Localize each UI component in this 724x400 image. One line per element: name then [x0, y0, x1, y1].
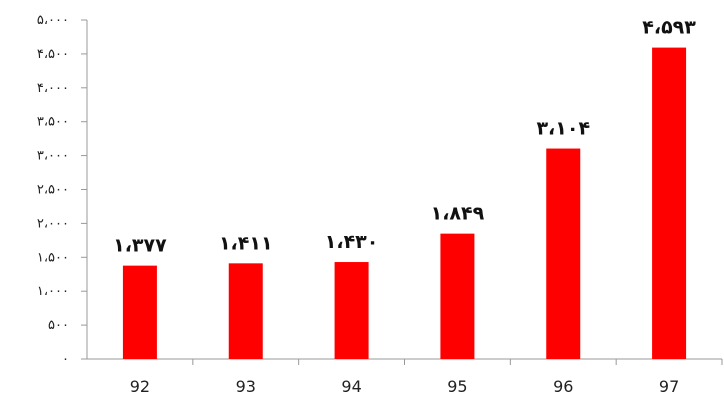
y-tick-label: ۳،۵۰۰ — [37, 115, 69, 130]
chart-bars — [122, 47, 687, 359]
y-tick-label: ۳،۰۰۰ — [37, 149, 69, 164]
bar — [228, 263, 263, 359]
y-tick-label: ۲،۵۰۰ — [37, 183, 69, 198]
y-tick-label: ۵،۰۰۰ — [37, 13, 69, 28]
x-tick-label: 95 — [447, 377, 467, 396]
y-tick-label: ۴،۰۰۰ — [37, 81, 69, 96]
y-tick-label: ۴،۵۰۰ — [37, 47, 69, 62]
bar-value-label: ۴،۵۹۳ — [642, 17, 696, 39]
bar — [546, 148, 581, 359]
bar — [334, 262, 369, 359]
bar-value-label: ۱،۴۱۱ — [219, 232, 273, 254]
x-tick-label: 94 — [341, 377, 361, 396]
x-tick-label: 92 — [130, 377, 150, 396]
bar-value-label: ۱،۳۷۷ — [113, 235, 167, 257]
bar — [440, 233, 475, 359]
bar — [122, 265, 157, 359]
bar-data-labels: ۱،۳۷۷ ۱،۴۱۱ ۱،۴۳۰ ۱،۸۴۹ ۳،۱۰۴ ۴،۵۹۳ — [113, 17, 696, 257]
x-tick-label: 97 — [659, 377, 679, 396]
x-axis-labels: 92 93 94 95 96 97 — [130, 359, 723, 396]
y-tick-label: ۱،۵۰۰ — [37, 250, 69, 265]
chart-axes — [86, 20, 722, 360]
bar — [652, 47, 687, 359]
x-tick-label: 96 — [553, 377, 573, 396]
x-tick-label: 93 — [236, 377, 256, 396]
y-tick-label: ۱،۰۰۰ — [37, 284, 69, 299]
y-axis-ticks: ۰ ۵۰۰ ۱،۰۰۰ ۱،۵۰۰ ۲،۰۰۰ ۲،۵۰۰ ۳،۰۰۰ ۳،۵۰۰ ۴،۰۰۰ ۴… — [37, 13, 87, 367]
bar-value-label: ۱،۴۳۰ — [325, 231, 379, 253]
bar-value-label: ۳،۱۰۴ — [536, 118, 590, 140]
y-tick-label: ۲،۰۰۰ — [37, 216, 69, 231]
y-tick-label: ۵۰۰ — [48, 318, 69, 333]
y-tick-label: ۰ — [62, 352, 69, 367]
bar-value-label: ۱،۸۴۹ — [431, 203, 485, 225]
